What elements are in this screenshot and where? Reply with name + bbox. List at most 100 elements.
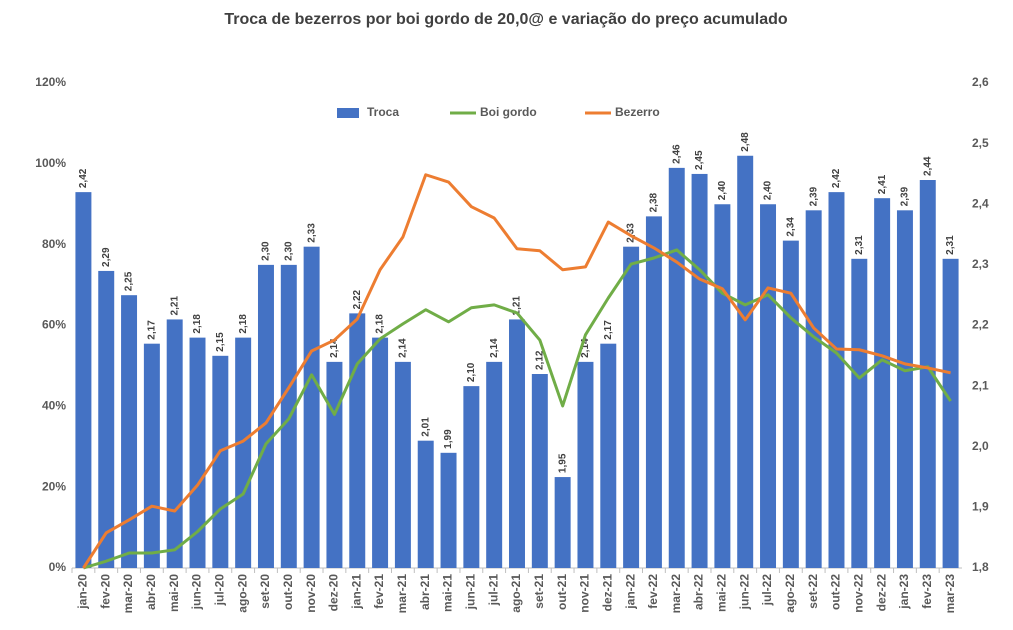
y2-tick-label: 2,1 xyxy=(972,378,989,392)
x-tick-label: jul-22 xyxy=(760,574,774,607)
value-label: 2,33 xyxy=(306,223,317,243)
x-tick-label: ago-20 xyxy=(235,574,249,613)
value-label: 2,17 xyxy=(603,320,614,340)
bar xyxy=(782,240,799,568)
x-tick-label: mar-22 xyxy=(669,574,683,614)
bar xyxy=(623,246,640,568)
bar xyxy=(349,313,366,568)
x-tick-label: mai-20 xyxy=(167,574,181,612)
value-label: 2,29 xyxy=(101,247,112,267)
x-tick-label: fev-20 xyxy=(98,574,112,609)
x-tick-label: dez-21 xyxy=(600,574,614,612)
x-tick-label: out-21 xyxy=(555,574,569,610)
value-label: 2,22 xyxy=(352,289,363,309)
x-tick-label: set-21 xyxy=(532,574,546,609)
value-label: 2,18 xyxy=(375,314,386,334)
x-tick-label: jan-23 xyxy=(897,574,911,610)
x-tick-label: set-20 xyxy=(258,574,272,609)
bar xyxy=(645,216,662,568)
x-tick-label: set-22 xyxy=(806,574,820,609)
bar xyxy=(737,155,754,568)
value-label: 2,40 xyxy=(717,180,728,200)
value-label: 2,42 xyxy=(78,168,89,188)
value-label: 2,21 xyxy=(512,296,523,316)
y2-tick-label: 1,9 xyxy=(972,500,989,514)
bar xyxy=(143,343,160,568)
x-tick-label: abr-22 xyxy=(692,574,706,610)
y-tick-label: 120% xyxy=(35,75,66,89)
value-label: 2,33 xyxy=(626,223,637,243)
x-tick-label: jan-21 xyxy=(349,574,363,610)
value-label: 1,99 xyxy=(443,429,454,449)
bar xyxy=(303,246,320,568)
x-tick-label: jun-20 xyxy=(190,574,204,611)
x-tick-label: ago-22 xyxy=(783,574,797,613)
value-label: 2,48 xyxy=(740,132,751,152)
y2-tick-label: 2,6 xyxy=(972,75,989,89)
value-label: 2,45 xyxy=(694,150,705,170)
x-tick-label: jun-21 xyxy=(464,574,478,611)
y-tick-label: 20% xyxy=(42,479,66,493)
bar xyxy=(919,180,936,568)
value-label: 2,39 xyxy=(900,186,911,206)
value-label: 2,41 xyxy=(877,174,888,194)
x-tick-label: fev-23 xyxy=(920,574,934,609)
x-tick-label: mar-23 xyxy=(943,574,957,614)
x-tick-label: mai-22 xyxy=(715,574,729,612)
bar xyxy=(760,204,777,568)
bar xyxy=(166,319,183,568)
y2-tick-label: 2,3 xyxy=(972,257,989,271)
y-tick-label: 100% xyxy=(35,156,66,170)
bar xyxy=(668,167,685,568)
value-label: 2,17 xyxy=(147,320,158,340)
x-tick-label: abr-21 xyxy=(418,574,432,610)
x-tick-label: jan-22 xyxy=(623,574,637,610)
x-tick-label: abr-20 xyxy=(144,574,158,610)
x-tick-label: nov-22 xyxy=(851,574,865,613)
value-label: 2,38 xyxy=(649,192,660,212)
line xyxy=(82,173,951,569)
bar xyxy=(691,173,708,568)
value-label: 2,10 xyxy=(466,362,477,382)
bar xyxy=(805,210,822,568)
bar xyxy=(531,374,548,568)
line xyxy=(82,248,952,570)
bar xyxy=(554,477,571,568)
bar xyxy=(189,337,206,568)
y-tick-label: 80% xyxy=(42,237,66,251)
bar xyxy=(326,361,343,568)
value-label: 2,30 xyxy=(283,241,294,261)
value-label: 2,31 xyxy=(945,235,956,255)
value-label: 2,18 xyxy=(192,314,203,334)
bar xyxy=(942,258,959,568)
bar xyxy=(394,361,411,568)
bar xyxy=(121,295,138,568)
value-label: 2,18 xyxy=(238,314,249,334)
x-tick-label: jan-20 xyxy=(76,574,90,610)
legend-label: Troca xyxy=(367,105,399,119)
bar xyxy=(463,386,480,568)
value-label: 2,34 xyxy=(785,217,796,237)
value-label: 2,14 xyxy=(398,338,409,358)
value-label: 2,46 xyxy=(671,144,682,164)
bar xyxy=(486,361,503,568)
y2-tick-label: 2,0 xyxy=(972,439,989,453)
value-label: 2,44 xyxy=(922,156,933,176)
x-tick-label: dez-22 xyxy=(874,574,888,612)
value-label: 2,31 xyxy=(854,235,865,255)
bar xyxy=(896,210,913,568)
value-label: 2,14 xyxy=(580,338,591,358)
x-tick-label: jul-21 xyxy=(486,574,500,607)
x-tick-label: out-22 xyxy=(829,574,843,610)
y2-tick-label: 2,4 xyxy=(972,196,989,210)
bar xyxy=(75,192,92,568)
y-tick-label: 60% xyxy=(42,318,66,332)
x-tick-label: dez-20 xyxy=(327,574,341,612)
legend-label: Bezerro xyxy=(615,105,660,119)
y-tick-label: 40% xyxy=(42,399,66,413)
bar xyxy=(828,192,845,568)
value-label: 2,01 xyxy=(420,417,431,437)
legend-swatch xyxy=(337,108,359,118)
value-label: 1,95 xyxy=(557,453,568,473)
